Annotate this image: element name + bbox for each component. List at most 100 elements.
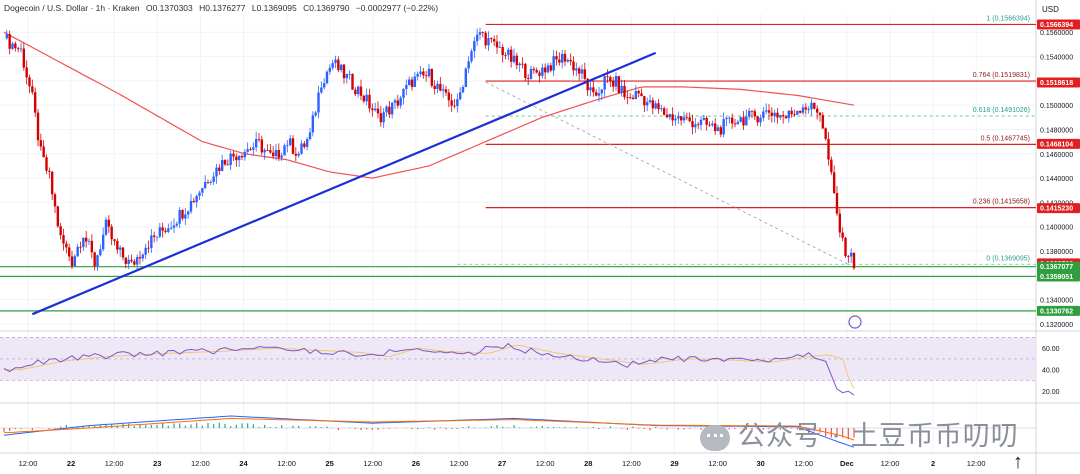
macd-hist-bar: [490, 426, 492, 428]
macd-hist-bar: [830, 428, 832, 438]
candle-body: [152, 235, 156, 237]
candle-body: [793, 114, 796, 116]
macd-hist-bar: [213, 424, 215, 428]
candle-body: [767, 110, 771, 113]
macd-hist-bar: [734, 428, 736, 429]
macd-hist-bar: [762, 428, 764, 430]
candle-body: [257, 139, 261, 140]
candle-body: [277, 149, 281, 158]
candle-body: [280, 155, 283, 158]
open-value: O0.1370303: [145, 3, 193, 13]
candle-body: [631, 97, 635, 100]
y-tick-label: 0.1500000: [1040, 103, 1073, 110]
candle-body: [424, 75, 428, 77]
macd-hist-bar: [190, 424, 192, 428]
candle-body: [776, 112, 779, 118]
macd-hist-bar: [836, 428, 838, 438]
x-tick-label: 12:00: [277, 459, 296, 468]
x-tick-label: 12:00: [967, 459, 986, 468]
macd-hist-bar: [264, 424, 266, 428]
fib-level-label: 0.5 (0.1467745): [981, 135, 1030, 142]
x-tick-label: 29: [670, 459, 678, 468]
candle-body: [841, 232, 844, 238]
candle-body: [643, 96, 646, 106]
candle-body: [589, 87, 592, 91]
candle-body: [801, 107, 805, 113]
candle-body: [314, 112, 317, 116]
candle-body: [161, 227, 164, 231]
candle-body: [113, 239, 116, 242]
candle-body: [422, 71, 425, 76]
candle-body: [441, 89, 445, 91]
macd-hist-bar: [366, 428, 368, 430]
macd-hist-bar: [655, 427, 657, 428]
candle-body: [586, 78, 589, 91]
candle-body: [679, 116, 683, 121]
x-tick-label: 12:00: [536, 459, 555, 468]
candle-body: [654, 103, 657, 109]
rsi-signal-line: [4, 345, 855, 389]
candle-body: [311, 115, 315, 133]
candle-body: [201, 188, 204, 193]
candle-body: [634, 91, 638, 100]
macd-hist-bar: [485, 427, 487, 428]
macd-hist-bar: [14, 428, 16, 430]
candle-body: [524, 63, 527, 78]
candle-body: [470, 51, 473, 62]
candle-body: [320, 87, 323, 93]
macd-hist-bar: [496, 425, 498, 428]
candle-body: [804, 107, 808, 110]
candle-body: [283, 145, 286, 156]
candle-body: [790, 110, 793, 115]
candle-body: [235, 156, 238, 161]
x-tick-label: 26: [412, 459, 420, 468]
candle-body: [671, 114, 674, 121]
macd-hist-bar: [791, 428, 793, 429]
candle-body: [96, 255, 99, 267]
candle-body: [509, 49, 513, 62]
candle-body: [297, 153, 300, 156]
candle-body: [116, 241, 119, 250]
candle-body: [362, 95, 366, 102]
candle-body: [393, 100, 397, 103]
macd-hist-bar: [298, 425, 300, 428]
candle-body: [5, 34, 9, 39]
macd-hist-bar: [292, 425, 294, 428]
candle-body: [651, 100, 655, 109]
candle-body: [756, 116, 759, 123]
candle-body: [410, 79, 414, 87]
candle-body: [175, 223, 179, 226]
candle-body: [189, 200, 193, 212]
candle-body: [507, 49, 510, 56]
candle-body: [354, 89, 357, 95]
candle-body: [348, 73, 351, 75]
candle-body: [730, 117, 734, 124]
candle-body: [747, 110, 751, 117]
macd-hist-bar: [156, 424, 158, 428]
candle-body: [317, 92, 320, 113]
price-tag: [1037, 77, 1080, 88]
wechat-icon: [700, 424, 730, 451]
macd-hist-bar: [553, 426, 555, 428]
candle-body: [206, 182, 210, 183]
candle-body: [254, 139, 258, 148]
fib-level-label: 0.764 (0.1519831): [973, 72, 1030, 79]
price-tag: [1037, 305, 1080, 316]
macd-hist-bar: [48, 428, 50, 430]
macd-hist-bar: [207, 422, 209, 428]
candle-body: [212, 176, 215, 182]
macd-hist-bar: [224, 423, 226, 428]
candle-body: [614, 76, 618, 87]
candle-body: [694, 124, 697, 128]
macd-hist-bar: [218, 422, 220, 428]
candle-body: [696, 124, 700, 126]
x-tick-label: 12:00: [708, 459, 727, 468]
candle-body: [90, 240, 94, 253]
candle-body: [192, 200, 196, 203]
candle-body: [371, 108, 374, 111]
x-tick-label: 22: [67, 459, 75, 468]
candle-body: [48, 170, 51, 172]
candle-body: [580, 69, 584, 74]
scroll-to-latest-button[interactable]: ↑: [1013, 451, 1023, 473]
